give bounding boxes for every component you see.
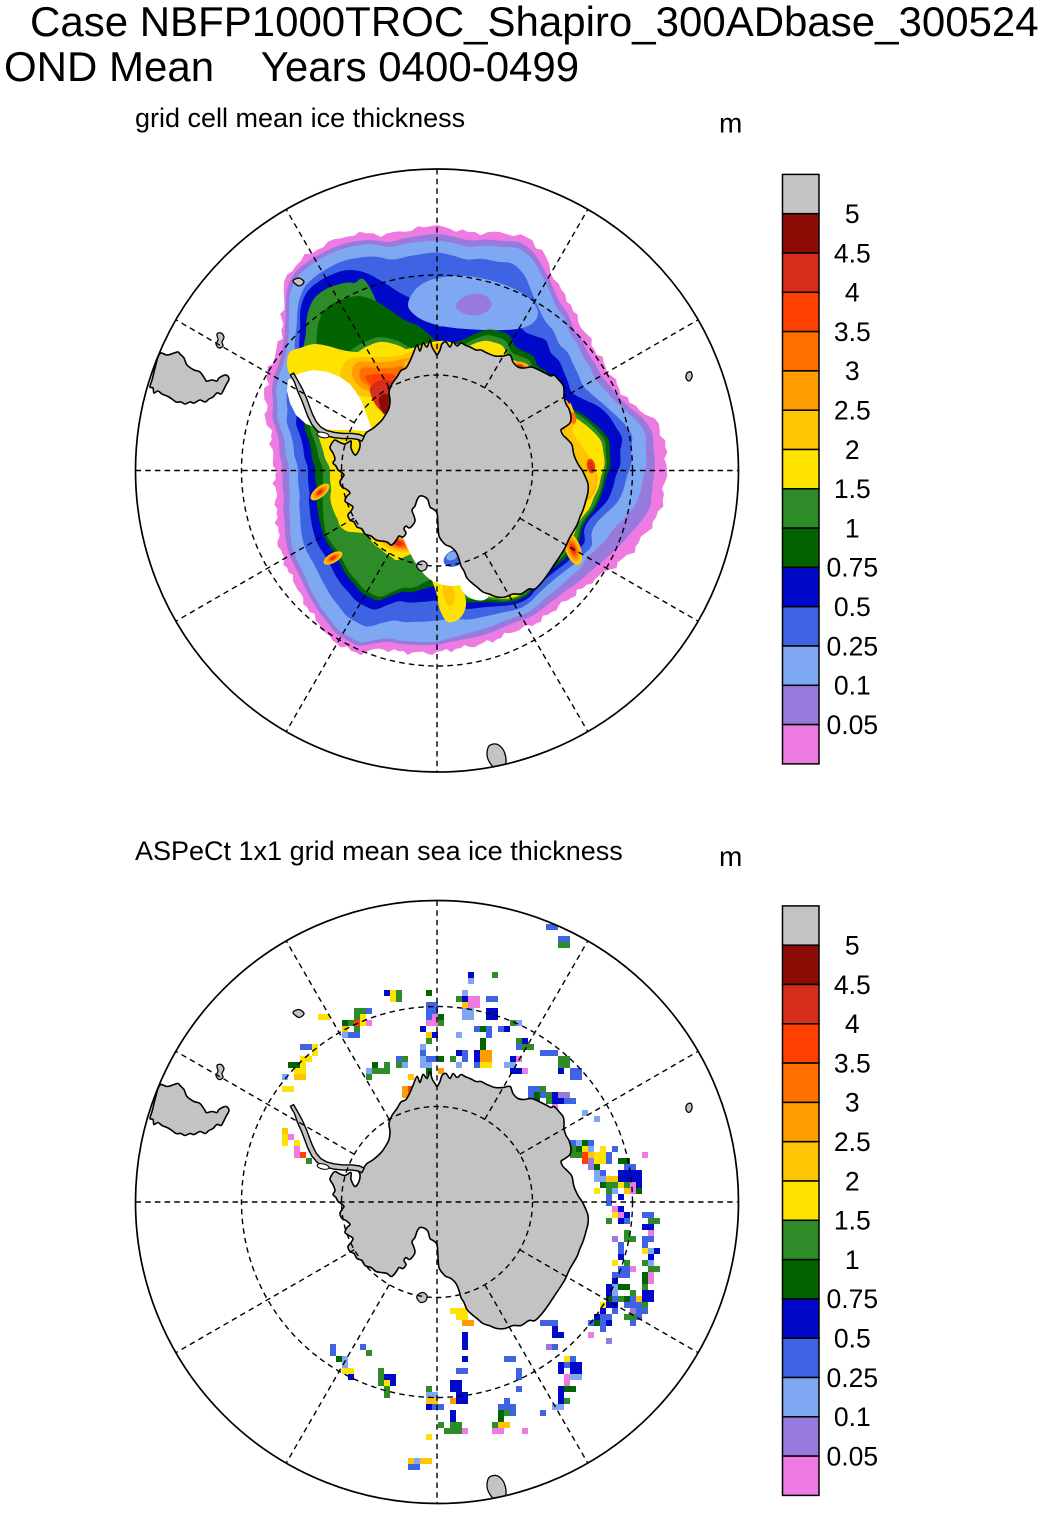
svg-text:m: m [719, 108, 742, 139]
svg-text:ASPeCt 1x1 grid mean sea ice t: ASPeCt 1x1 grid mean sea ice thickness [135, 836, 623, 866]
svg-text:Case NBFP1000TROC_Shapiro_300A: Case NBFP1000TROC_Shapiro_300ADbase_3005… [30, 0, 1039, 45]
svg-text:OND Mean Years 0400-0499: OND Mean Years 0400-0499 [4, 43, 579, 90]
svg-text:grid cell mean ice thickness: grid cell mean ice thickness [135, 103, 465, 133]
svg-text:m: m [719, 841, 742, 872]
